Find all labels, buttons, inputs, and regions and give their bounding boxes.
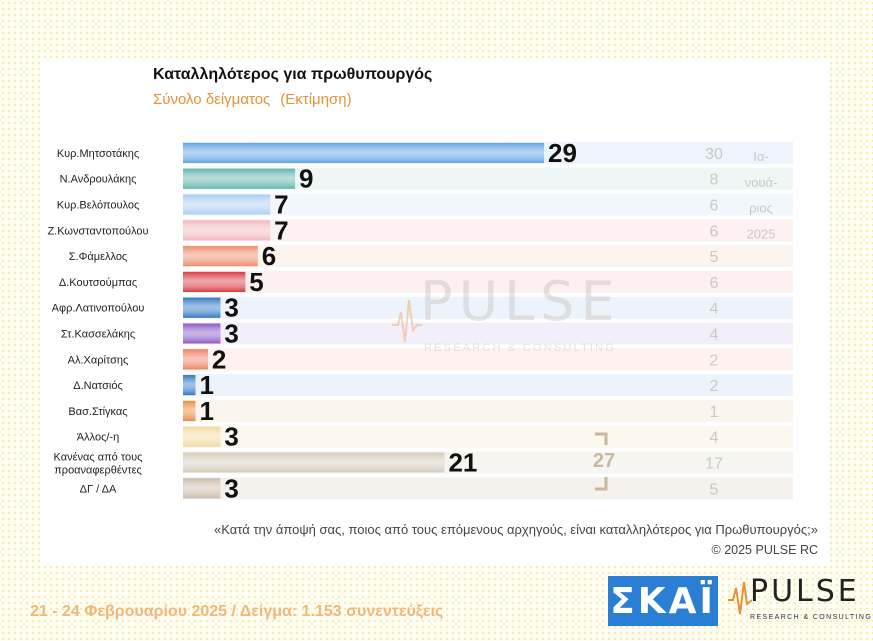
row-background bbox=[183, 425, 793, 448]
pulse-logo-name: PULSE bbox=[750, 574, 860, 609]
row-background bbox=[183, 219, 793, 242]
category-label: Άλλος/-η bbox=[77, 432, 119, 444]
bars bbox=[183, 142, 545, 499]
subtitle-note: (Εκτίμηση) bbox=[280, 91, 352, 108]
row-background bbox=[183, 322, 793, 345]
bar-shine bbox=[183, 323, 221, 344]
value-label: 7 bbox=[274, 215, 288, 245]
row-background bbox=[183, 348, 793, 371]
skai-logo: ΣΚΑΪ bbox=[608, 576, 718, 626]
subtitle-main: Σύνολο δείγματος bbox=[153, 91, 271, 108]
bar-shine bbox=[183, 478, 221, 499]
previous-value: 6 bbox=[710, 223, 719, 240]
previous-period-label-line: 2025 bbox=[747, 226, 776, 241]
copyright: © 2025 PULSE RC bbox=[711, 543, 818, 557]
previous-value: 6 bbox=[710, 198, 719, 215]
bar-shine bbox=[183, 246, 258, 267]
value-label: 6 bbox=[262, 241, 276, 271]
watermark-tagline: RESEARCH & CONSULTING bbox=[424, 342, 616, 354]
row-background bbox=[183, 374, 793, 397]
category-label: Κανένας από τους προαναφερθέντες bbox=[54, 452, 143, 477]
pulse-logo-icon bbox=[728, 581, 752, 615]
value-label: 3 bbox=[224, 293, 238, 323]
category-label: Βασ.Στίγκας bbox=[68, 406, 127, 418]
category-label: Αλ.Χαρίτσης bbox=[68, 354, 129, 366]
bracket-total-value: 27 bbox=[593, 450, 615, 472]
previous-value: 8 bbox=[710, 172, 719, 189]
category-label: Δ.Νατσιός bbox=[73, 380, 123, 392]
value-label: 3 bbox=[224, 319, 238, 349]
chart-subtitle: Σύνολο δείγματος (Εκτίμηση) bbox=[153, 91, 352, 108]
value-label: 2 bbox=[212, 344, 226, 374]
bar-shine bbox=[183, 400, 196, 421]
bar-shine bbox=[183, 426, 221, 447]
watermark-name: PULSE bbox=[420, 270, 621, 333]
previous-period-label: Ια-νουά-ριος 2025 bbox=[745, 149, 778, 241]
row-backgrounds bbox=[183, 141, 793, 500]
row-background bbox=[183, 167, 793, 190]
previous-period-label-line: Ια- bbox=[753, 149, 768, 164]
value-label: 9 bbox=[299, 164, 313, 194]
bar-shine bbox=[183, 168, 296, 189]
pulse-logo: PULSE RESEARCH & CONSULTING bbox=[728, 574, 871, 630]
row-background bbox=[183, 296, 793, 319]
watermark: PULSE RESEARCH & CONSULTING bbox=[392, 270, 621, 354]
previous-value: 5 bbox=[710, 481, 719, 498]
previous-period-label-line: ριος bbox=[749, 201, 773, 216]
category-label: ΔΓ / ΔΑ bbox=[80, 483, 117, 495]
bar-shine bbox=[183, 297, 221, 318]
previous-value: 30 bbox=[705, 146, 723, 163]
category-label: Στ.Κασσελάκης bbox=[61, 329, 135, 341]
value-label: 3 bbox=[224, 422, 238, 452]
previous-value: 2 bbox=[710, 378, 719, 395]
bar-shine bbox=[183, 452, 445, 473]
value-label: 7 bbox=[274, 190, 288, 220]
row-background bbox=[183, 399, 793, 422]
category-labels: Κυρ.Μητσοτάκης Ν.Ανδρουλάκης Κυρ.Βελόπουλο… bbox=[47, 148, 148, 495]
category-label: Ζ.Κωνσταντοπούλου bbox=[47, 225, 148, 237]
bar-shine bbox=[183, 142, 545, 163]
previous-value: 1 bbox=[710, 404, 719, 421]
bracket-bottom bbox=[595, 477, 608, 491]
value-label: 3 bbox=[224, 473, 238, 503]
bar-shine bbox=[183, 375, 196, 396]
previous-value: 5 bbox=[710, 249, 719, 266]
previous-value: 4 bbox=[710, 327, 719, 344]
previous-value: 4 bbox=[710, 301, 719, 318]
previous-value: 17 bbox=[705, 456, 723, 473]
bar-shine bbox=[183, 271, 246, 292]
value-label: 21 bbox=[448, 448, 477, 478]
watermark-pulse-icon bbox=[392, 299, 422, 343]
category-label: Κυρ.Μητσοτάκης bbox=[57, 148, 139, 160]
chart-title: Καταλληλότερος για πρωθυπουργός bbox=[153, 66, 433, 83]
previous-value: 2 bbox=[710, 352, 719, 369]
previous-period-label-line: νουά- bbox=[745, 175, 778, 190]
value-label: 5 bbox=[249, 267, 263, 297]
value-label: 1 bbox=[199, 370, 213, 400]
category-label: Ν.Ανδρουλάκης bbox=[60, 174, 137, 186]
bar-shine bbox=[183, 349, 208, 370]
row-background bbox=[183, 270, 793, 293]
row-background bbox=[183, 477, 793, 500]
category-label: Σ.Φάμελλος bbox=[69, 251, 128, 263]
category-label: Αφρ.Λατινοπούλου bbox=[52, 303, 145, 315]
bar-shine bbox=[183, 220, 271, 241]
row-background bbox=[183, 193, 793, 216]
value-label: 1 bbox=[199, 396, 213, 426]
row-background bbox=[183, 245, 793, 268]
footer-date-sample: 21 - 24 Φεβρουαρίου 2025 / Δείγμα: 1.153… bbox=[30, 603, 444, 620]
value-label: 29 bbox=[548, 138, 577, 168]
category-label: Δ.Κουτσούμπας bbox=[59, 277, 137, 289]
bracket-top bbox=[595, 432, 608, 445]
survey-question: «Κατά την άποψή σας, ποιος από τους επόμ… bbox=[214, 522, 818, 537]
previous-value: 4 bbox=[710, 430, 719, 447]
previous-values: 30 8 6 6 5 6 4 4 2 2 1 4 17 5 bbox=[705, 146, 723, 498]
category-label: Κυρ.Βελόπουλος bbox=[57, 200, 140, 212]
previous-value: 6 bbox=[710, 275, 719, 292]
bar-shine bbox=[183, 194, 271, 215]
pulse-logo-tagline: RESEARCH & CONSULTING bbox=[750, 614, 873, 621]
bracket-total: 27 bbox=[593, 432, 615, 491]
